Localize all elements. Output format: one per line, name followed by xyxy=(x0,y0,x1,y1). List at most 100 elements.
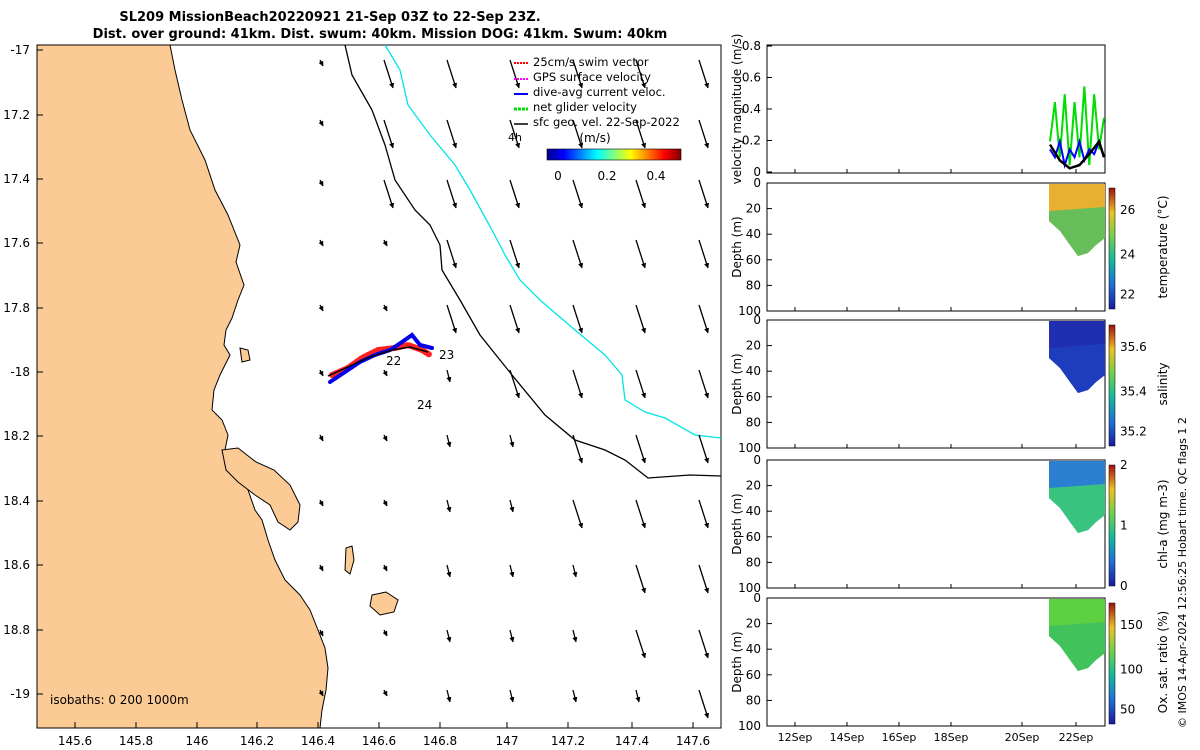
current-vector-head xyxy=(509,636,515,643)
colorbar-tick-label: 35.2 xyxy=(1120,424,1147,438)
y-tick-label: 80 xyxy=(746,415,761,429)
colorbar-unit: (m/s) xyxy=(579,131,610,145)
legend-net-glider: net glider velocity xyxy=(533,100,637,114)
panel-4: 0 20 40 60 80 100 Depth (m) 150 100 50 Ox. sat. ra… xyxy=(730,591,1170,733)
map-legend: 25cm/s swim vector GPS surface velocity … xyxy=(514,55,682,183)
current-vector-head xyxy=(318,240,324,247)
current-vector-head xyxy=(318,630,324,637)
island-small-1 xyxy=(369,591,399,616)
current-vector-head xyxy=(446,571,452,578)
current-vector-head xyxy=(515,202,520,209)
current-vector-head xyxy=(318,690,324,697)
current-vector-head xyxy=(509,696,515,703)
y-tick-label: 60 xyxy=(746,530,761,544)
colorbar-tick-label: 35.4 xyxy=(1120,385,1147,399)
current-vector xyxy=(572,304,583,334)
current-vector-head xyxy=(578,202,583,209)
current-vector-head xyxy=(515,392,520,399)
time-tick-label: 20Sep xyxy=(1005,731,1040,744)
current-vector xyxy=(698,304,709,334)
colorbar-tick-label: 0 xyxy=(1120,579,1128,593)
panel-colorbar xyxy=(1108,464,1116,587)
current-vector-head xyxy=(641,142,646,149)
current-vector xyxy=(572,119,583,149)
colorbar-tick-label: 100 xyxy=(1120,663,1143,677)
current-vector-head xyxy=(704,712,709,719)
current-vector xyxy=(698,499,709,529)
isobaths-label: isobaths: 0 200 1000m xyxy=(50,693,189,707)
day-label-22: 22 xyxy=(386,354,401,368)
y-tick-label: 0.4 xyxy=(742,102,761,116)
current-vector xyxy=(383,179,394,209)
legend-swim-vector: 25cm/s swim vector xyxy=(533,55,649,69)
current-vector xyxy=(572,179,583,209)
island-small-3 xyxy=(239,347,251,363)
profile-patch-lower xyxy=(1049,344,1105,393)
current-vector xyxy=(635,179,646,209)
lon-tick-label: 146.4 xyxy=(301,734,335,748)
lat-tick-label: 18.6 xyxy=(3,558,30,572)
current-vector-head xyxy=(382,690,388,697)
current-vector-head xyxy=(318,370,324,377)
y-tick-label: 40 xyxy=(746,504,761,518)
colorbar-tick-label: 2 xyxy=(1120,458,1128,472)
y-tick-label: 20 xyxy=(746,202,761,216)
current-vector-head xyxy=(704,262,709,269)
y-tick-label: 20 xyxy=(746,617,761,631)
lat-tick-label: 18.8 xyxy=(3,623,30,637)
current-vector-head xyxy=(578,262,583,269)
current-vector xyxy=(509,119,520,149)
time-tick-label: 12Sep xyxy=(778,731,813,744)
panel-1: 0 20 40 60 80 100 Depth (m) 26 24 22 temperature (… xyxy=(730,176,1170,318)
current-vector-head xyxy=(635,696,641,703)
panel-ylabel: Depth (m) xyxy=(730,493,744,554)
figure-title: SL209 MissionBeach20220921 21-Sep 03Z to… xyxy=(119,10,540,25)
current-vector-head xyxy=(704,652,709,659)
y-tick-label: 40 xyxy=(746,364,761,378)
island-small-2 xyxy=(344,545,355,575)
y-tick-label: 0 xyxy=(753,165,761,179)
current-vector-head xyxy=(382,500,388,507)
current-vector xyxy=(698,59,709,89)
current-vector-head xyxy=(704,522,709,529)
velocity-series xyxy=(1049,86,1105,166)
current-vector-head xyxy=(382,305,388,312)
y-tick-label: 20 xyxy=(746,479,761,493)
y-tick-label: 80 xyxy=(746,278,761,292)
profile-patch-lower xyxy=(1049,207,1105,256)
colorbar-tick-label: 22 xyxy=(1120,287,1135,301)
current-vector-head xyxy=(318,500,324,507)
land-area xyxy=(37,45,329,728)
current-vector xyxy=(383,119,394,149)
track-black xyxy=(327,346,429,377)
current-vector-head xyxy=(704,142,709,149)
current-vector-head xyxy=(572,636,578,643)
lat-tick-label: 17.4 xyxy=(3,172,30,186)
lon-tick-label: 147.4 xyxy=(615,734,649,748)
current-vector-head xyxy=(318,565,324,572)
velocity-series xyxy=(1048,138,1106,170)
current-vector xyxy=(509,239,520,269)
current-vector-head xyxy=(578,142,583,149)
profile-patch-lower xyxy=(1049,622,1105,671)
panel-ylabel: Depth (m) xyxy=(730,631,744,692)
current-vector-head xyxy=(389,82,394,89)
current-vector xyxy=(698,179,709,209)
current-vector xyxy=(698,564,709,594)
current-vector-head xyxy=(515,82,520,89)
current-vector xyxy=(572,59,583,89)
current-vector-head xyxy=(641,457,646,464)
panel-ylabel: velocity magnitude (m/s) xyxy=(730,34,744,185)
lat-tick-label: -19 xyxy=(10,687,30,701)
current-vector xyxy=(509,369,520,399)
lat-tick-label: -18 xyxy=(10,365,30,379)
current-vector-head xyxy=(446,441,452,448)
current-vector-head xyxy=(578,457,583,464)
current-vector-head xyxy=(578,327,583,334)
profile-patch-lower xyxy=(1049,484,1105,533)
current-vector-head xyxy=(704,457,709,464)
y-tick-label: 40 xyxy=(746,642,761,656)
current-vector-head xyxy=(318,120,324,127)
map-axis-ticks: 145.6 145.8 146 146.2 146.4 146.6 146.8 147 147.… xyxy=(3,43,710,748)
